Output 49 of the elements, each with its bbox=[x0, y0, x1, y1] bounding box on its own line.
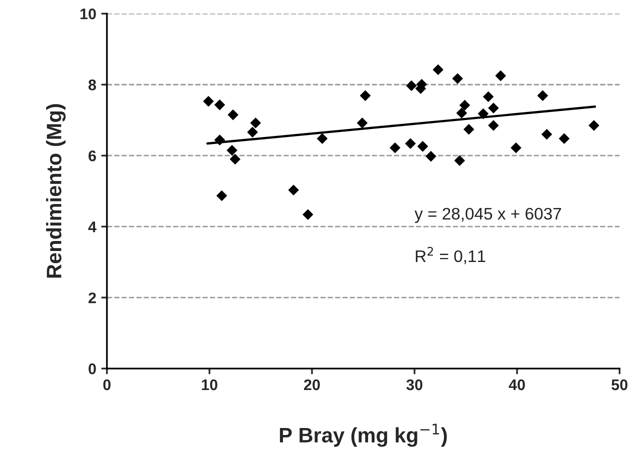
x-tick-label: 40 bbox=[508, 379, 525, 390]
point bbox=[417, 141, 428, 152]
point bbox=[216, 190, 228, 202]
point bbox=[214, 100, 225, 110]
point bbox=[316, 133, 328, 144]
point bbox=[405, 138, 416, 149]
annotation: R$^{2}$ = 0,11 bbox=[416, 246, 486, 264]
point bbox=[203, 96, 214, 107]
x-tick-label: 20 bbox=[304, 379, 320, 390]
point bbox=[558, 133, 570, 144]
point bbox=[302, 209, 314, 220]
y-tick-label: 2 bbox=[88, 292, 96, 304]
point bbox=[454, 155, 465, 166]
point bbox=[226, 144, 238, 156]
point bbox=[459, 100, 470, 111]
point bbox=[464, 124, 474, 135]
point bbox=[356, 118, 368, 128]
point bbox=[247, 126, 258, 138]
y-tick-label: 6 bbox=[88, 150, 96, 162]
y-tick-label: 10 bbox=[80, 8, 96, 20]
point bbox=[488, 102, 499, 114]
x-tick-label: 0 bbox=[103, 379, 111, 390]
point bbox=[588, 120, 600, 131]
point bbox=[495, 70, 506, 82]
x-tick-label: 50 bbox=[612, 379, 628, 390]
point bbox=[541, 129, 552, 140]
y-axis-title: Rendimiento (Mg) bbox=[46, 104, 66, 278]
x-axis-title: P Bray (mg kg$^{−1}$) bbox=[280, 424, 447, 447]
point bbox=[432, 64, 444, 76]
point bbox=[510, 142, 522, 154]
point bbox=[250, 118, 261, 128]
point bbox=[456, 108, 467, 118]
point bbox=[483, 91, 494, 102]
annotation: y = 28,045 x + 6037 bbox=[414, 208, 562, 223]
x-tick-label: 30 bbox=[406, 379, 422, 390]
point bbox=[288, 184, 299, 196]
point bbox=[426, 151, 436, 162]
y-tick-label: 0 bbox=[88, 363, 96, 374]
x-tick-label: 10 bbox=[202, 379, 218, 390]
y-tick-label: 4 bbox=[88, 222, 96, 232]
point bbox=[488, 120, 499, 131]
point bbox=[230, 154, 240, 164]
point bbox=[390, 142, 400, 154]
point bbox=[452, 73, 463, 84]
y-tick-label: 8 bbox=[88, 80, 96, 90]
point bbox=[228, 110, 238, 120]
point bbox=[360, 90, 371, 101]
point bbox=[537, 90, 548, 101]
point bbox=[406, 80, 417, 91]
